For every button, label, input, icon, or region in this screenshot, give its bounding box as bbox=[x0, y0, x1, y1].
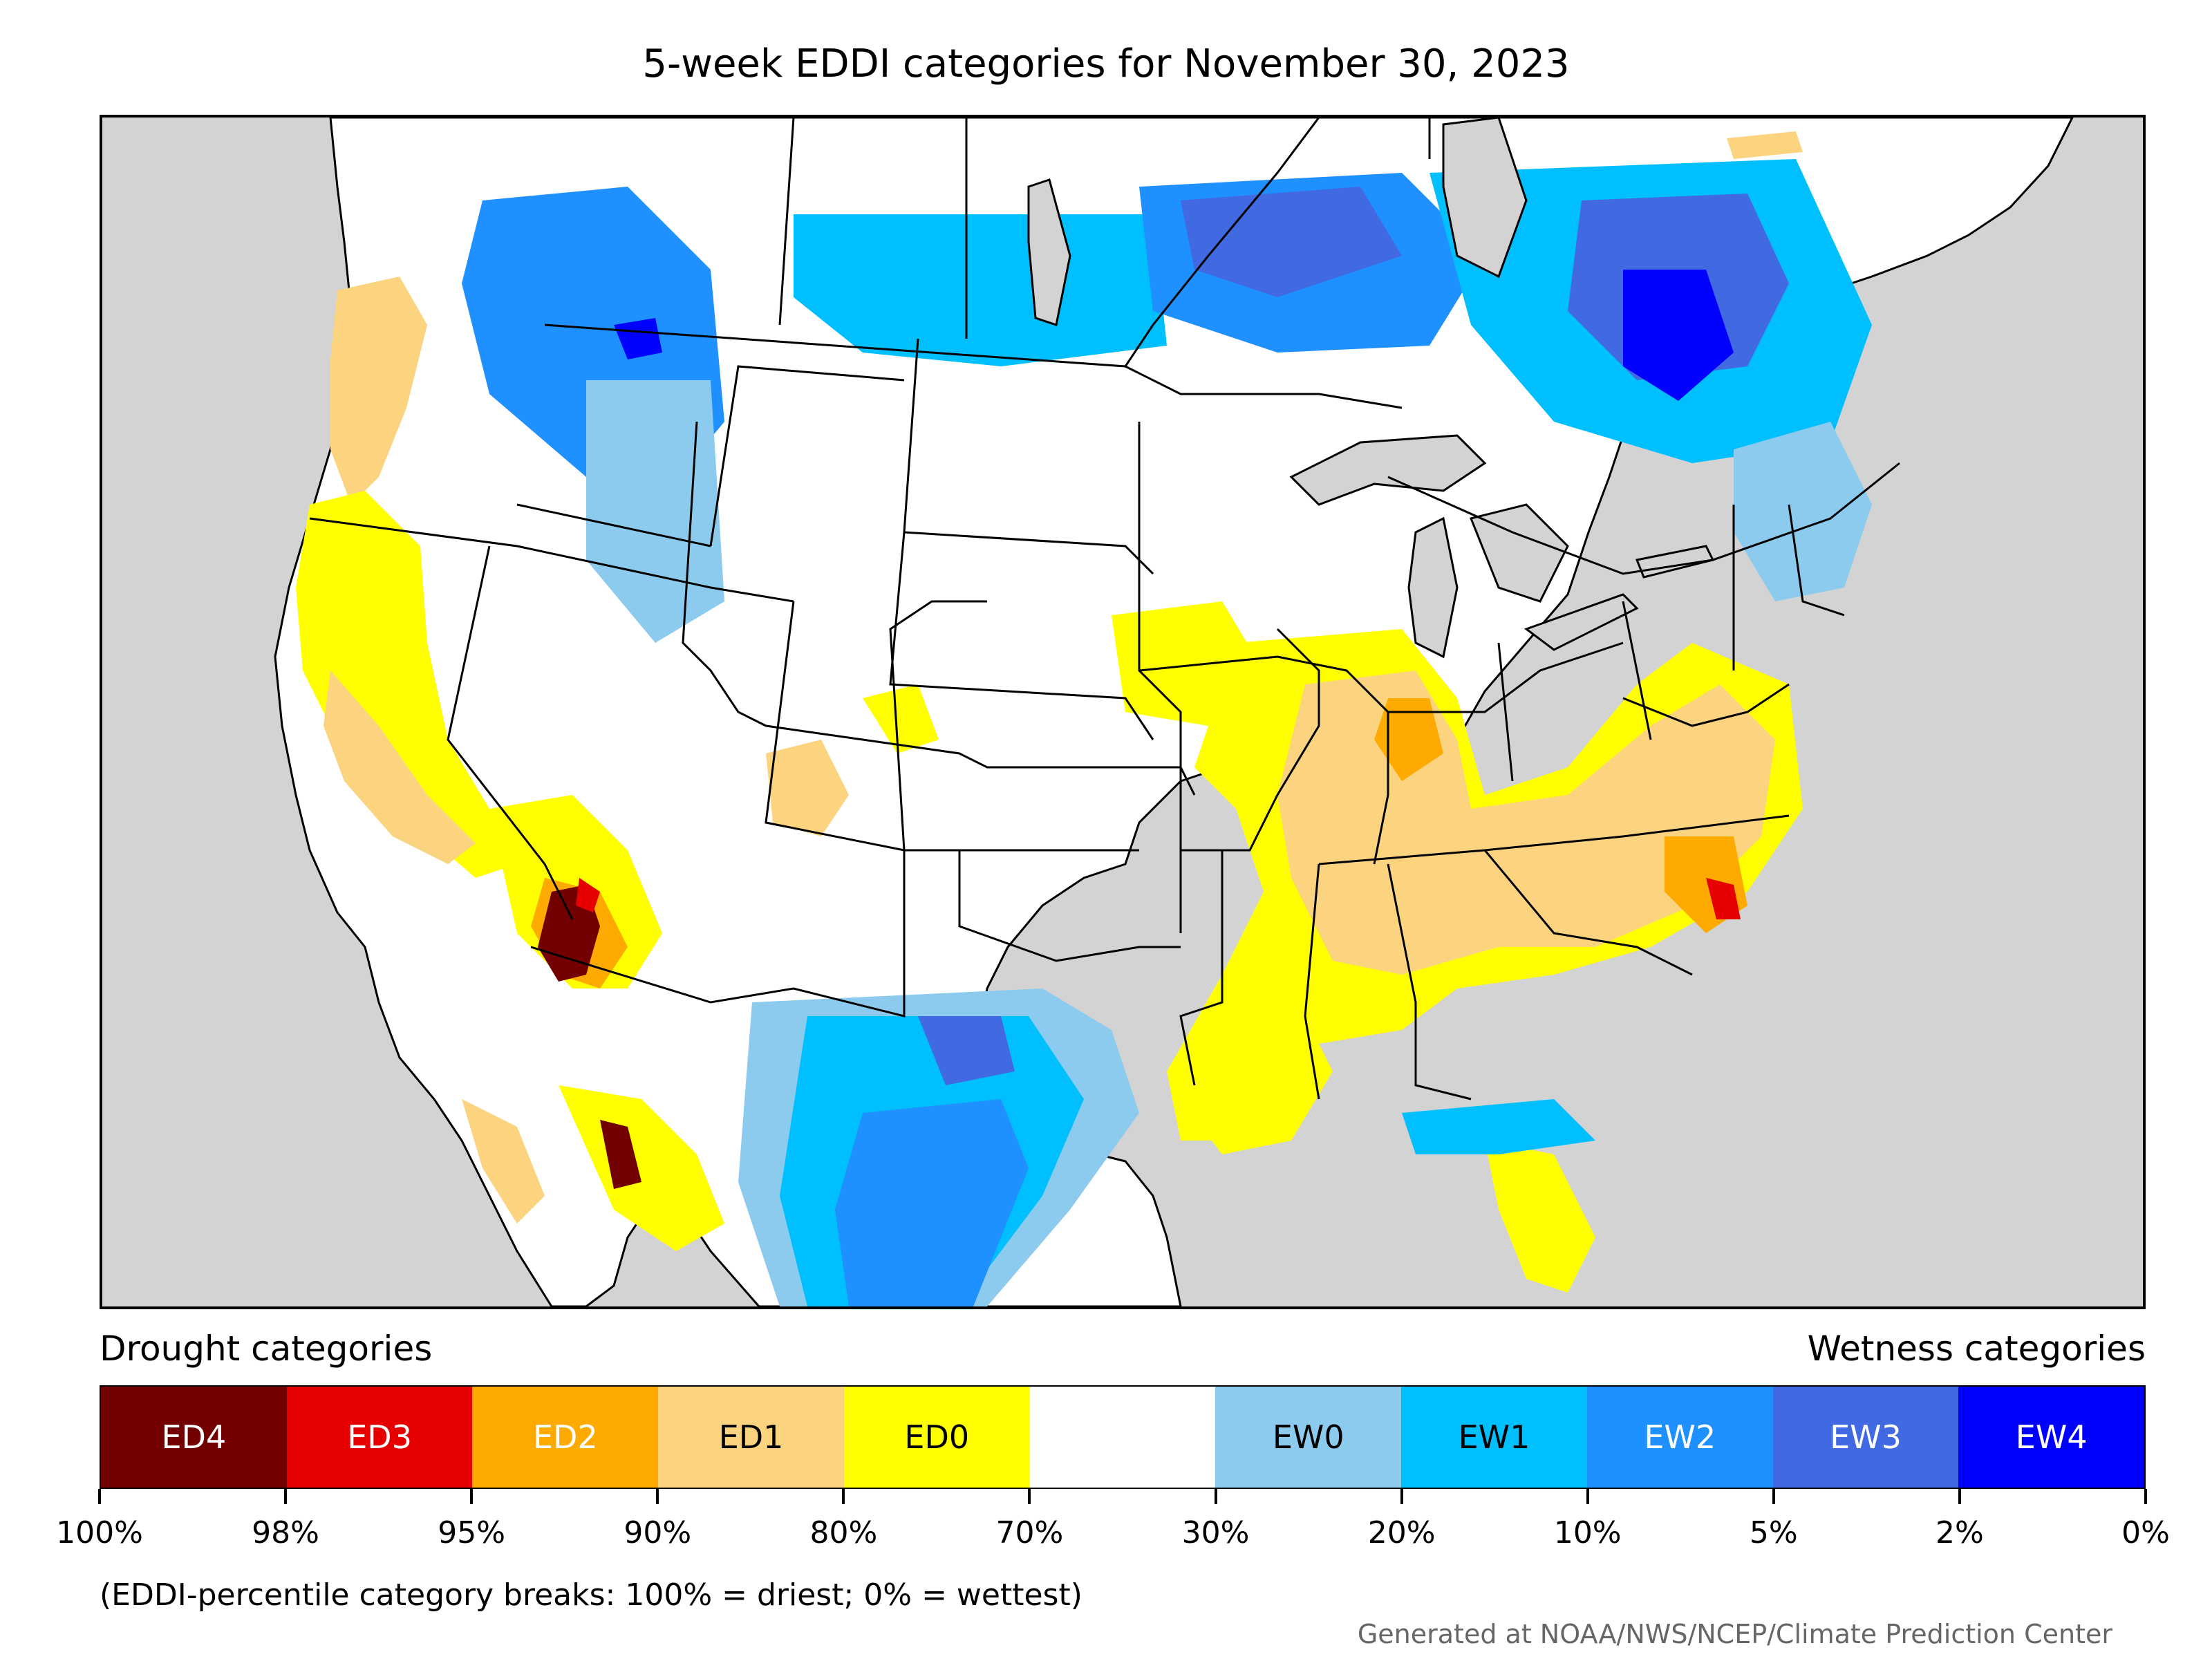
category-colorbar: ED4 ED3 ED2 ED1 ED0 EW0 EW1 EW2 EW3 EW4 bbox=[100, 1385, 2146, 1489]
midwest-ed1 bbox=[1277, 671, 1775, 975]
colorbar-tick bbox=[1028, 1489, 1031, 1504]
pacific-coast-ed0 bbox=[296, 491, 517, 878]
colorbar-tick-label: 70% bbox=[995, 1515, 1064, 1550]
colorbar-tick-label: 30% bbox=[1181, 1515, 1250, 1550]
colorbar-tick bbox=[2144, 1489, 2147, 1504]
lake-michigan bbox=[1407, 516, 1459, 659]
eddi-map bbox=[100, 115, 2146, 1309]
eddi-shading bbox=[296, 131, 1872, 1306]
colorado-ed0 bbox=[863, 684, 939, 753]
florida-ed0 bbox=[1485, 1141, 1595, 1293]
colorbar-cell-neutral bbox=[1029, 1387, 1216, 1488]
northwest-ew0 bbox=[586, 380, 724, 643]
quebec-ew4 bbox=[1623, 270, 1734, 401]
california-ed1 bbox=[324, 671, 476, 864]
canada-ew1 bbox=[794, 214, 1167, 366]
colorbar-cell-ew0: EW0 bbox=[1215, 1387, 1402, 1488]
colorbar-cell-ed0: ED0 bbox=[843, 1387, 1030, 1488]
mexico-ed4 bbox=[600, 1120, 641, 1189]
lake-erie bbox=[1524, 593, 1639, 651]
great-lakes bbox=[1027, 118, 1715, 659]
boundaries bbox=[309, 118, 1900, 1100]
colorbar-tick bbox=[1958, 1489, 1961, 1504]
colorbar-tick-label: 90% bbox=[624, 1515, 692, 1550]
credit-line: Generated at NOAA/NWS/NCEP/Climate Predi… bbox=[1357, 1619, 2112, 1649]
colorbar-tick-label: 80% bbox=[809, 1515, 878, 1550]
colorbar-tick-label: 20% bbox=[1367, 1515, 1436, 1550]
colorbar-tick bbox=[1772, 1489, 1775, 1504]
map-canvas bbox=[274, 118, 2074, 1306]
gulf-ew1 bbox=[1402, 1099, 1595, 1154]
colorbar-tick bbox=[284, 1489, 288, 1504]
colorbar-cell-ew3: EW3 bbox=[1772, 1387, 1959, 1488]
baja-ed1 bbox=[462, 1099, 545, 1224]
wetness-legend-title: Wetness categories bbox=[1807, 1329, 2146, 1369]
colorado-ed1 bbox=[766, 740, 849, 836]
colorbar-tick bbox=[98, 1489, 101, 1504]
lake-huron bbox=[1469, 503, 1569, 603]
labrador-ed1 bbox=[1727, 131, 1803, 159]
lake-superior bbox=[1289, 434, 1487, 506]
colorbar-tick-label: 10% bbox=[1553, 1515, 1622, 1550]
colorbar-tick bbox=[1400, 1489, 1403, 1504]
carolina-ed3 bbox=[1706, 878, 1741, 919]
colorbar-cell-ed2: ED2 bbox=[472, 1387, 659, 1488]
colorbar-cell-ed3: ED3 bbox=[286, 1387, 473, 1488]
colorbar-tick-label: 98% bbox=[252, 1515, 319, 1550]
colorbar-tick bbox=[1214, 1489, 1217, 1504]
texas-ew2 bbox=[835, 1099, 1029, 1306]
colorbar-tick bbox=[842, 1489, 845, 1504]
northeast-ew0 bbox=[1734, 422, 1872, 601]
canada-east-ew3 bbox=[1181, 187, 1402, 297]
colorbar-tick bbox=[470, 1489, 474, 1504]
colorbar-tick bbox=[656, 1489, 659, 1504]
lake-winnipeg bbox=[1027, 178, 1071, 326]
map-title: 5-week EDDI categories for November 30, … bbox=[642, 41, 1570, 86]
colorbar-tick-label: 2% bbox=[1936, 1515, 1984, 1550]
mexico-ed0 bbox=[559, 1085, 724, 1251]
colorbar-cell-ed1: ED1 bbox=[658, 1387, 844, 1488]
colorbar-cell-ew2: EW2 bbox=[1586, 1387, 1773, 1488]
colorbar-cell-ed4: ED4 bbox=[101, 1387, 287, 1488]
colorbar-tick-label: 0% bbox=[2121, 1515, 2170, 1550]
colorbar-tick-label: 5% bbox=[1749, 1515, 1798, 1550]
colorbar-cell-ew1: EW1 bbox=[1401, 1387, 1587, 1488]
arizona-ed3 bbox=[576, 878, 600, 912]
hudson-bay-part bbox=[1442, 118, 1528, 279]
colorbar-tick-label: 100% bbox=[56, 1515, 143, 1550]
colorbar-tick bbox=[1586, 1489, 1589, 1504]
indiana-ed2 bbox=[1374, 698, 1443, 781]
pacific-nw-ed1 bbox=[330, 276, 427, 505]
category-break-note: (EDDI-percentile category breaks: 100% =… bbox=[100, 1577, 1082, 1613]
colorbar-cell-ew4: EW4 bbox=[1958, 1387, 2145, 1488]
colorbar-tick-label: 95% bbox=[438, 1515, 506, 1550]
gulf-ed0 bbox=[1181, 988, 1333, 1154]
drought-legend-title: Drought categories bbox=[100, 1329, 433, 1369]
texas-ew3 bbox=[918, 1016, 1015, 1085]
idaho-ew4 bbox=[614, 318, 662, 359]
